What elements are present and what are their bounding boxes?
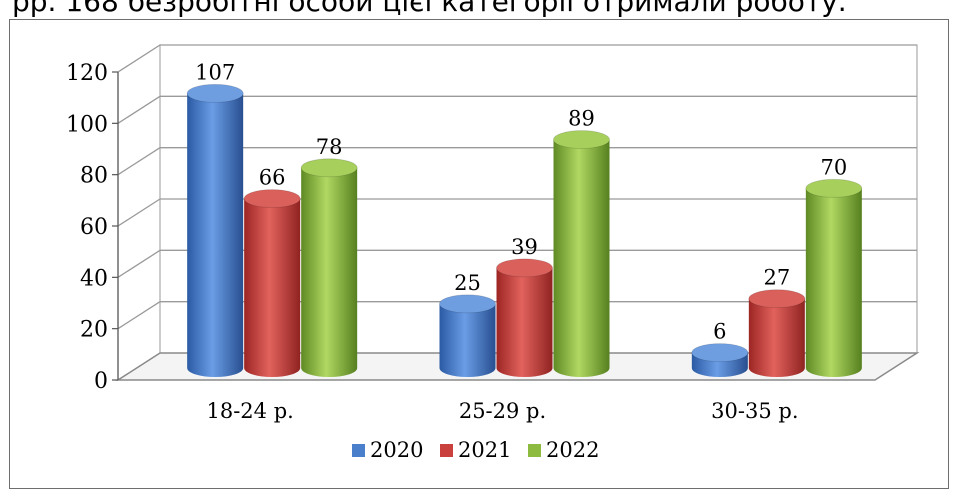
data-label: 89 <box>568 107 595 131</box>
bar-top <box>748 289 806 309</box>
y-tick-label: 100 <box>66 112 108 137</box>
chart-legend: 2020 2021 2022 <box>352 438 599 462</box>
bar-2021-2 <box>748 289 806 377</box>
bar-body <box>553 139 610 377</box>
gridline <box>117 147 917 176</box>
bar-body <box>496 267 553 377</box>
bar-body <box>244 198 301 377</box>
bar-2020-0 <box>186 83 244 377</box>
bar-2020-1 <box>439 294 496 377</box>
bar-body <box>748 298 805 377</box>
legend-swatch-2020 <box>352 444 365 457</box>
legend-label-2022: 2022 <box>546 438 599 462</box>
data-label: 27 <box>763 266 790 290</box>
legend-label-2021: 2021 <box>458 438 511 462</box>
y-tick-label: 80 <box>80 164 108 189</box>
bar-body <box>301 167 358 377</box>
bar-2020-2 <box>691 343 749 377</box>
bar-top <box>186 83 244 103</box>
y-tick-label: 40 <box>80 266 108 291</box>
data-label: 66 <box>259 166 286 190</box>
y-tick-label: 0 <box>94 369 108 394</box>
x-tick-label: 18-24 р. <box>206 399 293 423</box>
data-label: 78 <box>316 135 343 159</box>
x-tick-label: 30-35 р. <box>711 399 798 423</box>
bar-top <box>496 258 553 278</box>
data-label: 6 <box>713 320 726 344</box>
gridline <box>117 44 917 73</box>
y-tick-label: 120 <box>66 61 108 86</box>
bar-2022-1 <box>553 130 610 377</box>
gridline <box>117 301 917 330</box>
bar-body <box>805 188 862 377</box>
legend-swatch-2021 <box>440 444 453 457</box>
bar-2021-1 <box>496 258 553 377</box>
data-label: 107 <box>195 60 235 84</box>
bar-top <box>553 130 610 149</box>
gridline <box>117 249 917 278</box>
bar-2022-0 <box>300 158 358 377</box>
data-label: 25 <box>454 271 481 295</box>
header-text: рр. 168 безробітні особи цієї категорії … <box>12 0 847 18</box>
chart-labels: 107 66 78 18-24 р. 25 39 89 25-29 р. 6 27 70 30-35 … <box>195 60 847 423</box>
bar-top <box>439 294 496 314</box>
data-label: 39 <box>511 235 538 259</box>
bar-top <box>805 178 863 198</box>
bar-2022-2 <box>805 178 863 377</box>
chart-bars <box>186 83 863 377</box>
y-tick-label: 60 <box>80 215 108 240</box>
bar-body <box>439 303 496 377</box>
gridline <box>117 95 917 124</box>
legend-swatch-2022 <box>528 444 541 457</box>
bar-top <box>243 189 301 209</box>
bar-body <box>187 93 244 377</box>
gridline <box>117 198 917 227</box>
data-label: 70 <box>820 155 847 179</box>
bar-2021-0 <box>243 189 301 377</box>
x-tick-label: 25-29 р. <box>459 399 546 423</box>
y-tick-label: 20 <box>80 318 108 343</box>
bar-top <box>300 158 358 178</box>
legend-label-2020: 2020 <box>370 438 423 462</box>
bar-top <box>691 343 749 363</box>
